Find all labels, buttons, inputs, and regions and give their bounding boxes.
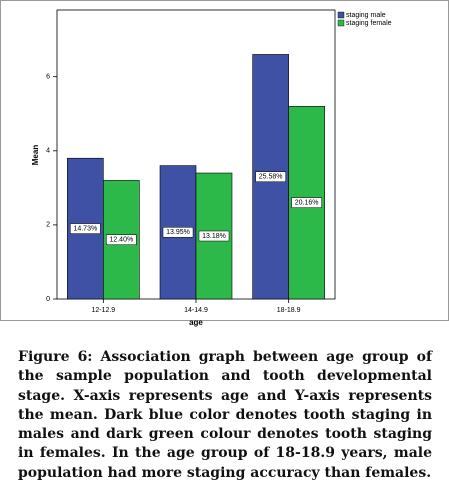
label-box — [291, 197, 322, 208]
bar-annotation: 13.18% — [202, 233, 226, 240]
y-tick-label: 4 — [46, 148, 50, 155]
label-box — [106, 234, 137, 245]
label-box — [162, 227, 194, 238]
label-box — [198, 230, 230, 242]
x-tick-label: 12-12.9 — [91, 307, 115, 314]
legend-label: staging female — [346, 20, 392, 27]
chart: Mean age 0 2 4 6 12-12.9 14.73% 12.40% 14-14.9 1… — [0, 0, 449, 327]
y-axis-label: Mean — [31, 145, 40, 166]
label-box — [255, 171, 286, 182]
caption: Figure 6: Association graph between age … — [18, 349, 432, 481]
x-tick-label: 14-14.9 — [184, 307, 208, 314]
legend-label: staging male — [346, 12, 386, 19]
x-tick-label: 18-18.9 — [277, 307, 301, 314]
y-tick-label: 0 — [46, 296, 50, 303]
bar-annotation: 20.16% — [295, 200, 319, 207]
bar-annotation: 14.73% — [73, 225, 97, 232]
legend-swatch — [337, 19, 345, 27]
bar-annotation: 12.40% — [109, 237, 133, 244]
y-tick-label: 2 — [46, 222, 50, 229]
bar-annotation: 25.58% — [259, 174, 283, 181]
x-axis-label: age — [189, 318, 203, 327]
legend-swatch — [337, 11, 345, 19]
bar-annotation: 13.95% — [166, 229, 190, 236]
y-tick-label: 6 — [46, 74, 50, 81]
label-box — [70, 223, 101, 234]
